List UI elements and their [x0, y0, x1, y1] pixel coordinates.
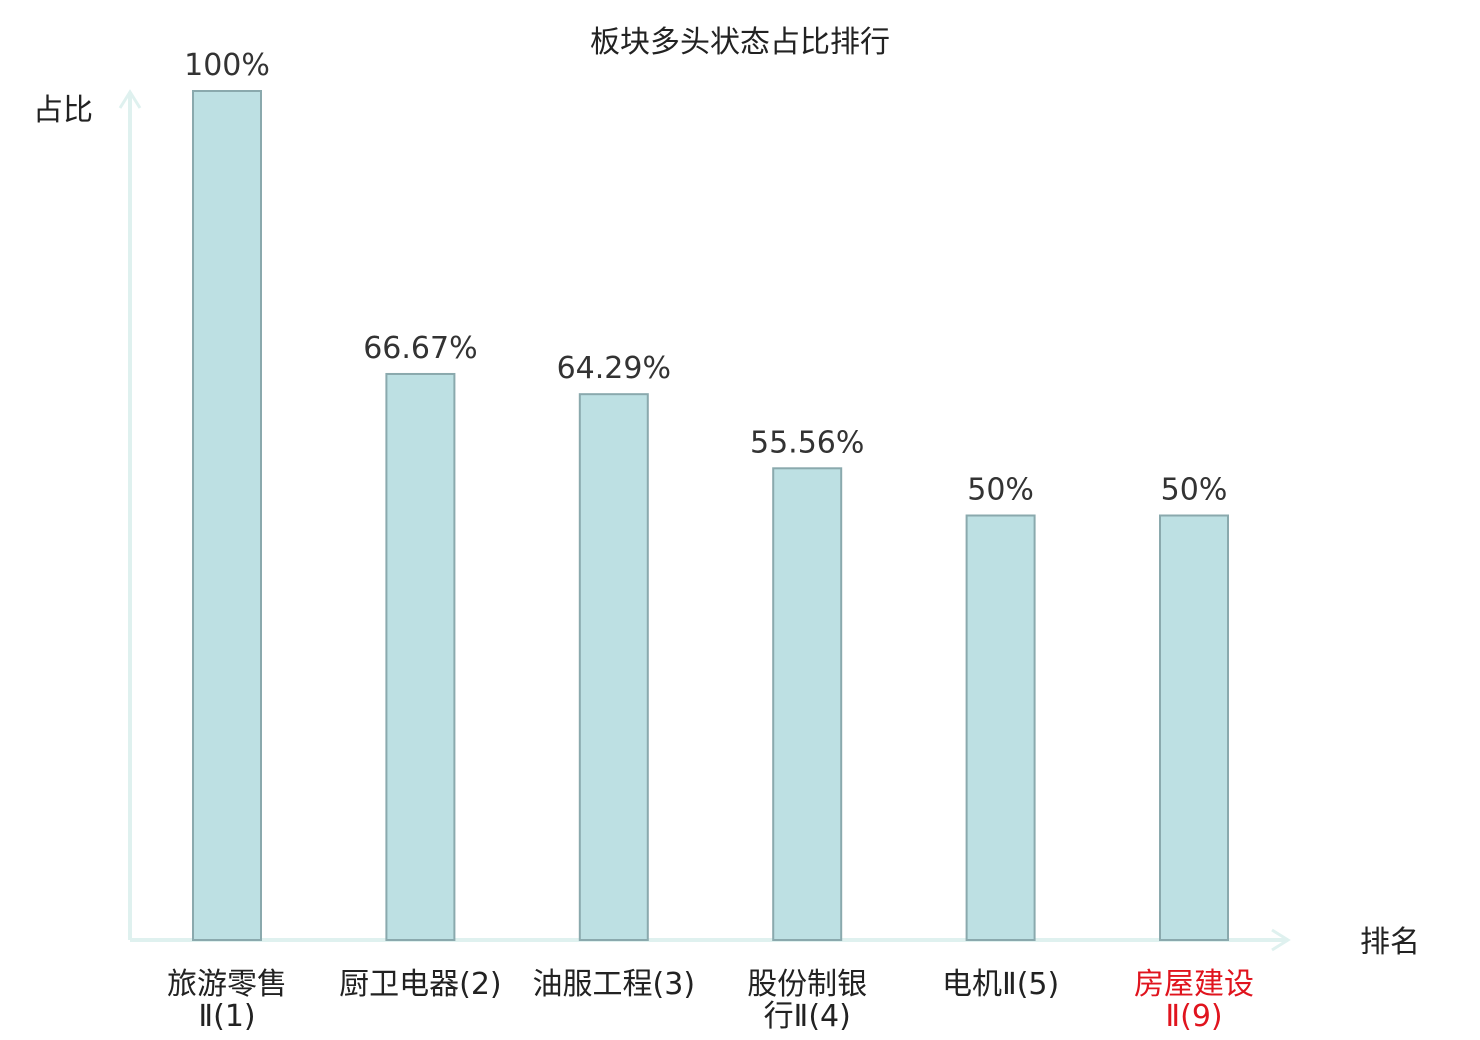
bar	[385, 372, 456, 942]
bar	[578, 393, 649, 941]
x-tick-label: 油服工程(3)	[533, 967, 696, 1002]
y-axis-arrow	[118, 89, 142, 109]
x-tick-label: Ⅱ(1)	[198, 999, 255, 1034]
bar-value-label: 64.29%	[557, 351, 671, 386]
bar-value-label: 50%	[1161, 473, 1228, 508]
bar-value-label: 100%	[184, 48, 270, 83]
bar-value-label: 55.56%	[750, 425, 864, 460]
bar	[1159, 514, 1229, 941]
x-tick-label: 行Ⅱ(4)	[764, 999, 851, 1034]
x-tick-label: 电机Ⅱ(5)	[942, 967, 1059, 1002]
bar	[772, 467, 843, 941]
x-axis-label: 排名	[1360, 925, 1420, 960]
bar	[965, 514, 1036, 941]
value-labels-group: 100% 66.67% 64.29% 55.56% 50% 50%	[184, 48, 1227, 508]
y-axis-label: 占比	[33, 93, 93, 128]
bar-value-label: 66.67%	[363, 331, 477, 366]
bar	[192, 90, 262, 941]
x-axis-arrow	[1271, 928, 1291, 952]
x-tick-label: 房屋建设	[1134, 967, 1254, 1002]
bars-group	[192, 90, 1229, 942]
x-tick-label: 旅游零售	[167, 967, 287, 1002]
x-tick-label: 厨卫电器(2)	[339, 967, 502, 1002]
chart-title: 板块多头状态占比排行	[590, 25, 890, 60]
bar-value-label: 50%	[967, 473, 1034, 508]
x-tick-label: Ⅱ(9)	[1165, 999, 1222, 1034]
x-tick-label: 股份制银	[747, 967, 867, 1002]
